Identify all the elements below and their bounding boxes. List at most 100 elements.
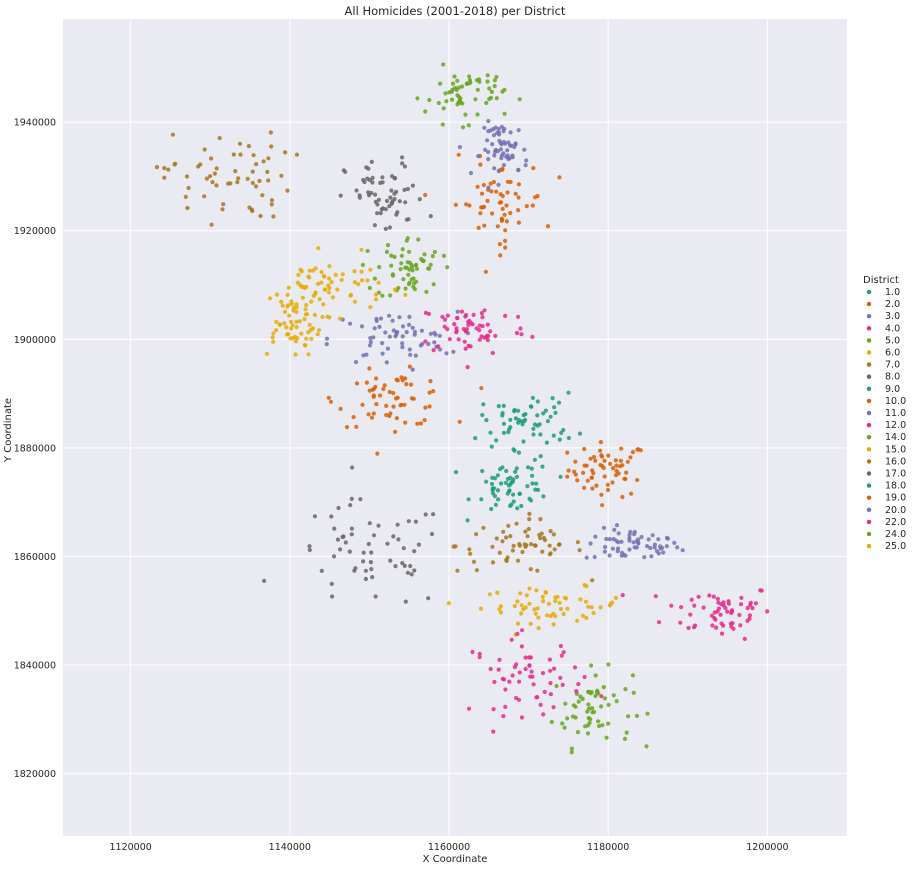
data-point [542, 689, 547, 695]
data-point [573, 704, 578, 709]
data-point [546, 601, 552, 607]
series-6.0 [446, 583, 619, 637]
data-point [501, 139, 506, 145]
data-point [426, 266, 431, 271]
data-point [349, 532, 354, 537]
data-point [456, 152, 461, 157]
data-point [589, 605, 594, 610]
data-point [707, 593, 712, 598]
data-point [598, 462, 603, 468]
legend-marker [866, 543, 872, 549]
data-point [530, 473, 535, 478]
data-point [561, 427, 566, 433]
data-point [548, 613, 553, 619]
data-point [170, 132, 175, 137]
data-point [445, 265, 450, 270]
data-point [380, 293, 385, 298]
data-point [444, 99, 449, 104]
data-point [293, 339, 298, 344]
data-point [250, 180, 255, 186]
data-point [466, 706, 472, 711]
data-point [578, 694, 583, 699]
data-point [753, 601, 759, 606]
data-point [562, 725, 567, 730]
data-point [489, 444, 494, 449]
legend-marker [866, 362, 872, 367]
data-point [450, 81, 456, 86]
data-point [619, 446, 624, 451]
data-point [547, 657, 553, 662]
data-point [508, 503, 513, 509]
data-point [482, 308, 487, 313]
data-point [714, 625, 719, 630]
data-point [484, 335, 489, 340]
data-point [572, 469, 577, 474]
data-point [613, 595, 619, 601]
data-point [354, 381, 360, 386]
data-point [333, 272, 338, 277]
x-tick-label: 1140000 [269, 842, 311, 853]
data-point [352, 280, 357, 285]
data-point [602, 458, 607, 463]
data-point [352, 299, 357, 304]
data-point [410, 325, 415, 330]
data-point [475, 87, 480, 92]
series-22.0 [466, 628, 604, 734]
data-point [548, 529, 553, 534]
data-point [552, 666, 557, 671]
data-point [246, 144, 251, 149]
data-point [270, 335, 275, 340]
legend-label: 20.0 [885, 505, 906, 516]
data-point [584, 599, 589, 604]
data-point [585, 478, 590, 483]
data-point [465, 518, 470, 523]
data-point [486, 185, 491, 190]
data-point [719, 621, 724, 626]
data-point [501, 163, 506, 168]
data-point [496, 667, 501, 672]
data-point [584, 555, 589, 560]
x-tick-labels: 1120000 1140000 1160000 1180000 1200000 [109, 842, 788, 853]
data-point [405, 186, 410, 192]
data-point [454, 329, 459, 334]
data-point [565, 716, 570, 721]
data-point [515, 631, 520, 637]
data-point [533, 611, 538, 616]
data-point [623, 687, 628, 692]
y-tick-label: 1920000 [14, 226, 56, 237]
data-point [616, 546, 621, 551]
data-point [361, 550, 366, 555]
data-point [231, 152, 236, 157]
data-point [210, 180, 215, 185]
data-point [488, 666, 493, 672]
data-point [354, 424, 359, 429]
data-point [502, 87, 507, 92]
data-point [541, 411, 546, 416]
data-point [391, 534, 396, 539]
data-point [463, 112, 468, 117]
data-point [335, 537, 341, 542]
data-point [748, 603, 753, 608]
data-point [535, 399, 540, 404]
data-point [423, 405, 428, 410]
data-point [544, 613, 550, 618]
data-point [238, 152, 243, 157]
data-point [498, 610, 504, 615]
data-point [513, 416, 519, 421]
series-8.0 [262, 465, 436, 604]
data-point [383, 226, 388, 231]
data-point [268, 130, 273, 135]
data-point [467, 74, 472, 79]
data-point [154, 165, 160, 170]
data-point [518, 326, 523, 331]
data-point [510, 153, 515, 158]
data-point [440, 314, 445, 319]
data-point [274, 292, 280, 297]
legend-marker [866, 398, 872, 404]
data-point [561, 611, 566, 617]
data-point [530, 481, 535, 486]
series-19.0 [423, 152, 562, 274]
data-point [374, 402, 379, 407]
data-point [254, 162, 259, 167]
data-point [349, 496, 354, 501]
